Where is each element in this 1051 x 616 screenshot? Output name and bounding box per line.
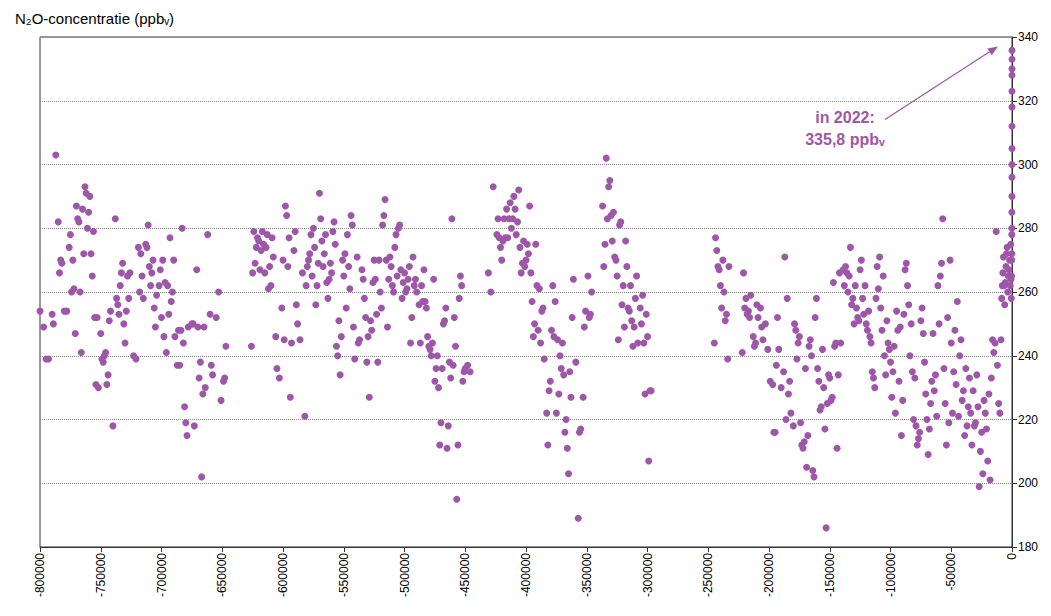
svg-text:-350000: -350000 [580, 553, 594, 597]
svg-text:260: 260 [1018, 285, 1038, 299]
svg-text:-750000: -750000 [94, 553, 108, 597]
svg-text:-400000: -400000 [519, 553, 533, 597]
svg-text:-650000: -650000 [215, 553, 229, 597]
svg-text:-200000: -200000 [762, 553, 776, 597]
svg-text:-100000: -100000 [884, 553, 898, 597]
svg-text:-300000: -300000 [641, 553, 655, 597]
svg-text:200: 200 [1018, 476, 1038, 490]
svg-text:-600000: -600000 [276, 553, 290, 597]
svg-text:300: 300 [1018, 158, 1038, 172]
svg-text:-150000: -150000 [823, 553, 837, 597]
svg-text:N₂O-concentratie (ppbᵥ): N₂O-concentratie (ppbᵥ) [15, 10, 174, 27]
svg-text:240: 240 [1018, 349, 1038, 363]
svg-text:-50000: -50000 [944, 553, 958, 591]
svg-text:335,8 ppbᵥ: 335,8 ppbᵥ [805, 131, 885, 148]
svg-text:-700000: -700000 [155, 553, 169, 597]
svg-text:0: 0 [1005, 553, 1019, 560]
svg-text:340: 340 [1018, 30, 1038, 44]
svg-text:-800000: -800000 [33, 553, 47, 597]
svg-text:220: 220 [1018, 413, 1038, 427]
svg-text:-500000: -500000 [398, 553, 412, 597]
svg-text:-450000: -450000 [458, 553, 472, 597]
svg-text:in 2022:: in 2022: [815, 109, 875, 126]
svg-text:320: 320 [1018, 94, 1038, 108]
svg-text:-550000: -550000 [337, 553, 351, 597]
svg-text:-250000: -250000 [701, 553, 715, 597]
svg-text:180: 180 [1018, 540, 1038, 554]
svg-text:280: 280 [1018, 221, 1038, 235]
